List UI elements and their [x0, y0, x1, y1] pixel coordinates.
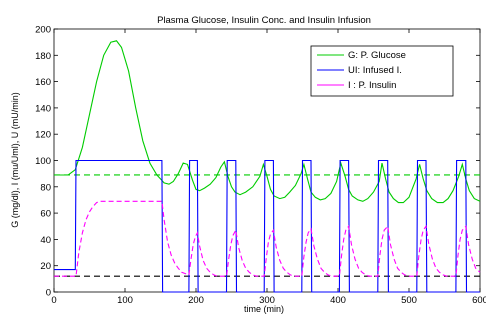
y-tick-label: 40 — [40, 235, 51, 246]
series-line-glucose — [54, 40, 481, 204]
x-tick-label: 200 — [188, 295, 204, 306]
y-tick-label: 80 — [40, 182, 51, 193]
y-tick-label: 180 — [35, 51, 51, 62]
chart-title: Plasma Glucose, Insulin Conc. and Insuli… — [157, 15, 371, 26]
y-tick-label: 60 — [40, 209, 51, 220]
legend-box — [310, 45, 454, 97]
legend-label-infused-insulin: UI: Infused I. — [348, 65, 402, 76]
y-tick-label: 140 — [35, 103, 51, 114]
x-tick-label: 600 — [472, 295, 486, 306]
series-line-plasma-insulin — [54, 200, 481, 277]
series-layer — [54, 40, 481, 293]
legend: G: P. Glucose UI: Infused I. I : P. Insu… — [310, 45, 454, 97]
y-tick-label: 200 — [35, 25, 51, 36]
series-line-infused-insulin — [54, 159, 480, 293]
x-tick-label: 500 — [401, 295, 417, 306]
y-tick-label: 0 — [46, 288, 51, 299]
legend-label-glucose: G: P. Glucose — [348, 50, 406, 61]
x-tick-label: 400 — [330, 295, 346, 306]
y-tick-label: 20 — [40, 261, 51, 272]
x-tick-label: 100 — [117, 295, 133, 306]
y-tick-label: 120 — [35, 130, 51, 141]
y-tick-label: 100 — [35, 156, 51, 167]
x-tick-label: 0 — [51, 295, 56, 306]
x-axis-label: time (min) — [244, 304, 284, 314]
y-tick-label: 160 — [35, 77, 51, 88]
legend-label-plasma-insulin: I : P. Insulin — [348, 80, 396, 91]
y-axis-label: G (mg/dl), I (mu/Uml), U (mU/min) — [10, 92, 20, 228]
axis-ticks: 0 100 200 300 400 500 600 0 20 40 60 80 100 120 140 160… — [35, 25, 486, 307]
x-tick-label: 300 — [259, 295, 275, 306]
